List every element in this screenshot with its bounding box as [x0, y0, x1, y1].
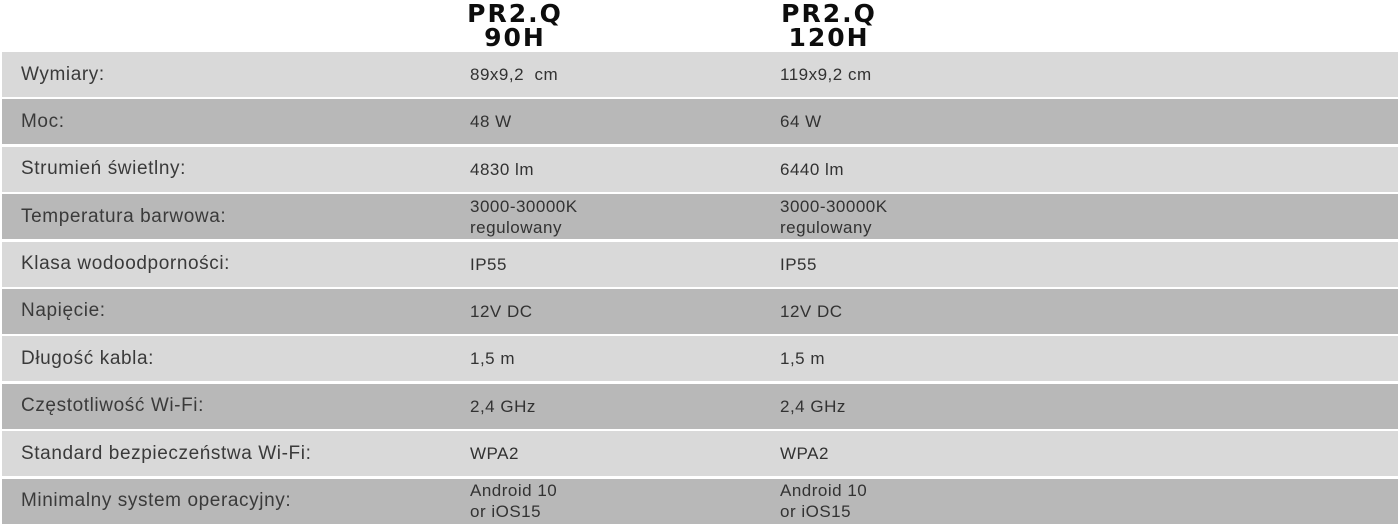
table-row: Temperatura barwowa: 3000-30000K regulow…: [2, 194, 1398, 240]
value-pr2q-120h: 6440 lm: [780, 159, 844, 179]
value-pr2q-90h: 48 W: [470, 112, 512, 132]
table-row: Wymiary: 89x9,2 cm 119x9,2 cm: [2, 52, 1398, 97]
row-label: Strumień świetlny:: [21, 158, 186, 180]
value-pr2q-90h: IP55: [470, 254, 507, 274]
row-label: Wymiary:: [21, 63, 105, 85]
row-label: Temperatura barwowa:: [21, 205, 227, 227]
row-label: Długość kabla:: [21, 347, 155, 369]
value-pr2q-120h: IP55: [780, 254, 817, 274]
value-pr2q-90h: 3000-30000K regulowany: [470, 196, 578, 237]
value-pr2q-120h: Android 10 or iOS15: [780, 481, 868, 522]
column-header-pr2q-120h: PR2.Q 120H: [781, 0, 877, 52]
value-pr2q-120h: 119x9,2 cm: [780, 65, 872, 84]
value-pr2q-90h: Android 10 or iOS15: [470, 481, 558, 522]
table-row: Moc: 48 W 64 W: [2, 99, 1398, 145]
row-label: Standard bezpieczeństwa Wi-Fi:: [21, 442, 312, 464]
value-pr2q-120h: 12V DC: [780, 301, 843, 321]
value-pr2q-90h: 4830 lm: [470, 159, 534, 179]
row-label: Klasa wodoodporności:: [21, 253, 231, 275]
value-pr2q-90h: 2,4 GHz: [470, 396, 536, 416]
value-pr2q-120h: 2,4 GHz: [780, 396, 846, 416]
table-row: Częstotliwość Wi-Fi: 2,4 GHz 2,4 GHz: [2, 383, 1398, 429]
row-label: Minimalny system operacyjny:: [21, 490, 292, 512]
table-row: Strumień świetlny: 4830 lm 6440 lm: [2, 146, 1398, 192]
table-row: Długość kabla: 1,5 m 1,5 m: [2, 336, 1398, 382]
table-body: Wymiary: 89x9,2 cm 119x9,2 cm Moc: 48 W …: [2, 52, 1398, 524]
column-header-pr2q-90h: PR2.Q 90H: [467, 0, 563, 52]
value-pr2q-90h: 1,5 m: [470, 349, 516, 369]
table-row: Minimalny system operacyjny: Android 10 …: [2, 478, 1398, 524]
value-pr2q-120h: WPA2: [780, 444, 829, 464]
row-label: Napięcie:: [21, 300, 106, 322]
table-row: Napięcie: 12V DC 12V DC: [2, 288, 1398, 334]
value-pr2q-120h: 64 W: [780, 112, 822, 132]
row-label: Częstotliwość Wi-Fi:: [21, 395, 205, 417]
table-row: Standard bezpieczeństwa Wi-Fi: WPA2 WPA2: [2, 431, 1398, 477]
value-pr2q-90h: 12V DC: [470, 301, 533, 321]
value-pr2q-120h: 3000-30000K regulowany: [780, 196, 888, 237]
value-pr2q-90h: WPA2: [470, 444, 519, 464]
table-row: Klasa wodoodporności: IP55 IP55: [2, 241, 1398, 287]
value-pr2q-120h: 1,5 m: [780, 349, 826, 369]
value-pr2q-90h: 89x9,2 cm: [470, 65, 559, 84]
row-label: Moc:: [21, 110, 65, 132]
